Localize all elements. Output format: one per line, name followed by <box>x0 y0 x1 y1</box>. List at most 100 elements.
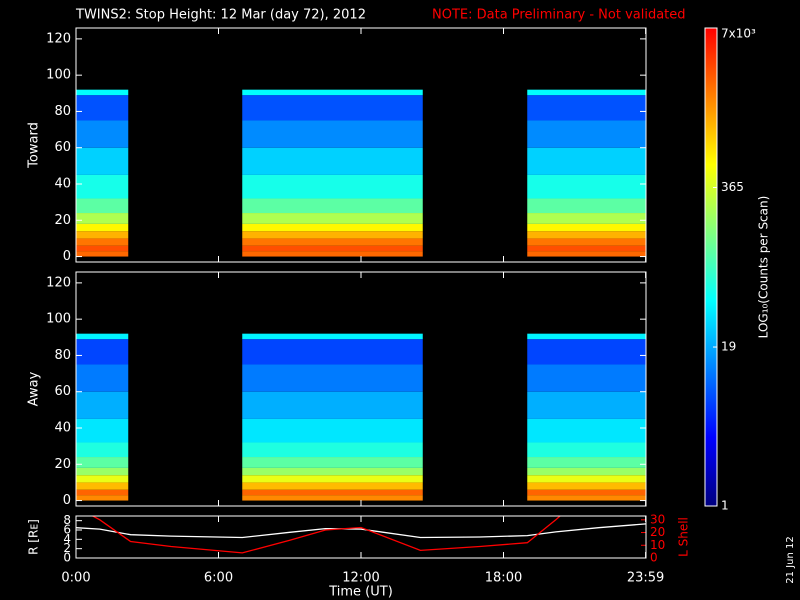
heat-cell <box>76 245 129 252</box>
colorbar-tick-label: 19 <box>721 340 736 354</box>
y2-tick-label: 30 <box>650 512 665 526</box>
y2-tick-label: 0 <box>650 551 658 565</box>
heat-cell <box>527 475 646 483</box>
heat-cell <box>76 457 129 468</box>
y-tick-label: 120 <box>46 31 71 46</box>
heat-cell <box>242 95 423 121</box>
heat-cell <box>242 364 423 392</box>
heat-cell <box>76 482 129 490</box>
heat-cell <box>527 213 646 224</box>
heat-cell <box>527 489 646 496</box>
heat-cell <box>242 231 423 239</box>
y-tick-label: 20 <box>54 213 71 228</box>
y2-axis-label: L Shell <box>677 517 691 557</box>
heat-cell <box>242 495 423 501</box>
heat-cell <box>76 391 129 419</box>
heat-cell <box>242 245 423 252</box>
y-tick-label: 60 <box>54 384 71 399</box>
heat-cell <box>76 495 129 501</box>
y-tick-label: 120 <box>46 275 71 290</box>
heat-cell <box>242 467 423 476</box>
heat-cell <box>527 364 646 392</box>
plot-area <box>76 516 646 554</box>
heat-cell <box>76 120 129 148</box>
y2-tick-label: 10 <box>650 538 665 552</box>
y-tick-label: 20 <box>54 457 71 472</box>
heat-cell <box>242 457 423 468</box>
series-line <box>91 516 562 554</box>
colorbar-tick-label: 1 <box>721 499 729 513</box>
y-tick-label: 0 <box>63 493 71 508</box>
heat-cell <box>527 391 646 419</box>
heat-cell <box>76 213 129 224</box>
heat-cell <box>76 475 129 483</box>
heat-cell <box>242 489 423 496</box>
heat-cell <box>527 251 646 257</box>
heat-cell <box>76 339 129 365</box>
note: NOTE: Data Preliminary - Not validated <box>432 8 686 23</box>
y-tick-label: 0 <box>63 249 71 264</box>
y-tick-label: 60 <box>54 140 71 155</box>
y-tick-label: 80 <box>54 348 71 363</box>
heat-cell <box>242 482 423 490</box>
heat-cell <box>76 489 129 496</box>
heat-cell <box>242 418 423 443</box>
x-tick-label: 23:59 <box>627 571 664 586</box>
heat-cell <box>527 95 646 121</box>
plot-area <box>76 333 646 501</box>
heat-cell <box>527 467 646 476</box>
heat-cell <box>76 95 129 121</box>
heat-cell <box>76 364 129 392</box>
heat-cell <box>76 251 129 257</box>
plot-area <box>76 89 646 257</box>
heat-cell <box>242 89 423 96</box>
y-tick-label: 40 <box>54 421 71 436</box>
heat-cell <box>76 238 129 246</box>
heat-cell <box>527 457 646 468</box>
heat-cell <box>76 467 129 476</box>
x-tick-label: 18:00 <box>485 571 522 586</box>
heat-cell <box>242 174 423 199</box>
x-tick-label: 12:00 <box>342 571 379 586</box>
y-tick-label: 100 <box>46 68 71 83</box>
heat-cell <box>527 147 646 175</box>
heat-cell <box>76 231 129 239</box>
heat-cell <box>527 442 646 458</box>
date-stamp: 21 Jun 12 <box>785 536 796 583</box>
chart-title: TWINS2: Stop Height: 12 Mar (day 72), 20… <box>75 8 366 23</box>
heat-cell <box>527 482 646 490</box>
heat-cell <box>527 418 646 443</box>
y-axis-label: Toward <box>27 122 42 169</box>
heat-cell <box>76 147 129 175</box>
heat-cell <box>527 231 646 239</box>
y-tick-label: 4 <box>63 532 71 546</box>
y-tick-label: 2 <box>63 541 71 555</box>
colorbar-label: LOG₁₀(Counts per Scan) <box>757 196 771 339</box>
heat-cell <box>242 120 423 148</box>
x-tick-label: 0:00 <box>61 571 90 586</box>
heat-cell <box>76 174 129 199</box>
heat-cell <box>242 339 423 365</box>
heat-cell <box>242 223 423 232</box>
heat-cell <box>527 495 646 501</box>
y-tick-label: 8 <box>63 513 71 527</box>
heat-cell <box>527 333 646 340</box>
heat-cell <box>242 198 423 214</box>
heat-cell <box>527 198 646 214</box>
heat-cell <box>242 475 423 483</box>
y-axis-label: R [Rᴇ] <box>27 519 41 555</box>
y-tick-label: 6 <box>63 523 71 537</box>
heat-cell <box>527 89 646 96</box>
heat-cell <box>527 238 646 246</box>
y-tick-label: 40 <box>54 177 71 192</box>
heat-cell <box>527 223 646 232</box>
heat-cell <box>527 174 646 199</box>
x-axis-label: Time (UT) <box>328 585 393 600</box>
heat-cell <box>242 147 423 175</box>
y-tick-label: 80 <box>54 104 71 119</box>
y2-tick-label: 20 <box>650 525 665 539</box>
heat-cell <box>242 333 423 340</box>
y-tick-label: 100 <box>46 312 71 327</box>
y-tick-label: 0 <box>63 551 71 565</box>
heat-cell <box>527 120 646 148</box>
